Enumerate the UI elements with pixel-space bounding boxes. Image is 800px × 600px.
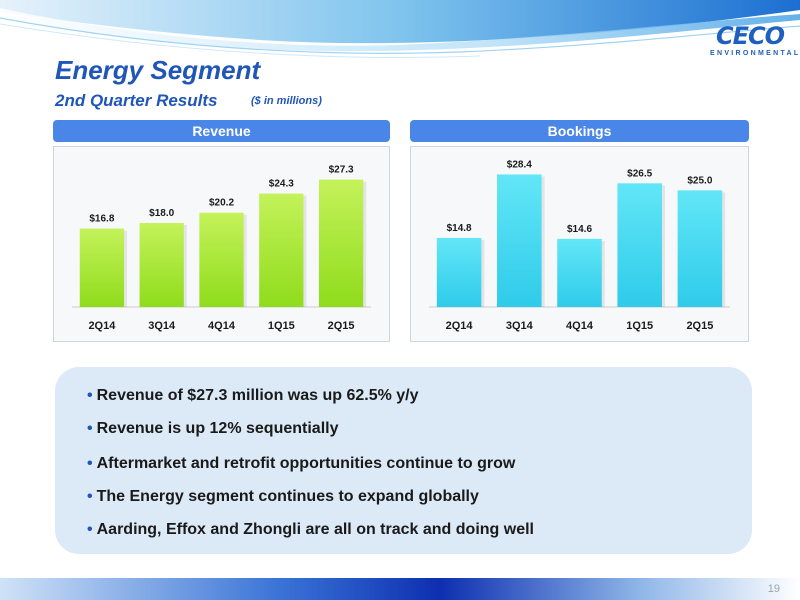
data-label: $14.8 bbox=[447, 223, 472, 234]
bar-2Q14 bbox=[436, 237, 482, 307]
bullet-dot: • bbox=[87, 387, 93, 404]
bar-2Q15 bbox=[318, 179, 364, 307]
data-label: $25.0 bbox=[687, 175, 712, 186]
x-tick-label: 2Q14 bbox=[446, 320, 474, 332]
data-label: $18.0 bbox=[149, 208, 174, 219]
footer-gradient-bar bbox=[0, 578, 800, 600]
header-wave-decoration bbox=[0, 0, 800, 59]
bullet-dot: • bbox=[87, 455, 93, 472]
bar-3Q14 bbox=[139, 223, 184, 307]
bullet-item: • The Energy segment continues to expand … bbox=[87, 488, 479, 505]
x-tick-label: 4Q14 bbox=[208, 320, 236, 332]
bookings-chart-panel: $14.8 2Q14 $28.4 3Q14 $14.6 4Q14 $26.5 1Q15 $25.… bbox=[410, 146, 749, 342]
revenue-chart-panel: $16.8 2Q14 $18.0 3Q14 $20.2 4Q14 $24.3 1Q15 $27.… bbox=[53, 146, 390, 342]
data-label: $28.4 bbox=[507, 159, 532, 170]
page-number: 19 bbox=[767, 583, 780, 595]
bookings-chart-header: Bookings bbox=[410, 120, 749, 142]
bar-4Q14 bbox=[557, 238, 602, 307]
revenue-chart-header: Revenue bbox=[53, 120, 390, 142]
bullet-item: • Aarding, Effox and Zhongli are all on t… bbox=[87, 521, 534, 538]
data-label: $20.2 bbox=[209, 198, 234, 209]
bullet-dot: • bbox=[87, 521, 93, 538]
bar-2Q15 bbox=[677, 190, 723, 307]
x-tick-label: 2Q15 bbox=[328, 320, 355, 332]
x-tick-label: 4Q14 bbox=[566, 320, 594, 332]
bullet-dot: • bbox=[87, 420, 93, 437]
highlights-box: • Revenue of $27.3 million was up 62.5% y… bbox=[55, 367, 752, 554]
bookings-chart: $14.8 2Q14 $28.4 3Q14 $14.6 4Q14 $26.5 1Q15 $25.… bbox=[429, 159, 730, 332]
revenue-chart: $16.8 2Q14 $18.0 3Q14 $20.2 4Q14 $24.3 1Q15 $27.… bbox=[72, 165, 371, 332]
logo-wordmark: CECO bbox=[715, 22, 785, 50]
bullet-item: • Aftermarket and retrofit opportunities … bbox=[87, 455, 516, 472]
bar-1Q15 bbox=[259, 193, 304, 307]
bullet-item: • Revenue is up 12% sequentially bbox=[87, 420, 339, 437]
page-title: Energy Segment bbox=[55, 55, 261, 85]
logo-tagline: ENVIRONMENTAL bbox=[710, 50, 800, 57]
bullet-item: • Revenue of $27.3 million was up 62.5% y… bbox=[87, 387, 419, 404]
data-label: $14.6 bbox=[567, 224, 592, 235]
bar-1Q15 bbox=[617, 183, 662, 307]
data-label: $26.5 bbox=[627, 168, 652, 179]
data-label: $16.8 bbox=[89, 214, 114, 225]
company-logo: CECO ENVIRONMENTAL bbox=[710, 22, 800, 57]
units-note: ($ in millions) bbox=[251, 95, 322, 107]
x-tick-label: 3Q14 bbox=[148, 320, 176, 332]
data-label: $27.3 bbox=[329, 165, 354, 176]
bar-2Q14 bbox=[79, 228, 125, 307]
bar-4Q14 bbox=[199, 212, 244, 307]
x-tick-label: 2Q14 bbox=[88, 320, 116, 332]
x-tick-label: 1Q15 bbox=[626, 320, 653, 332]
x-tick-label: 3Q14 bbox=[506, 320, 534, 332]
x-tick-label: 2Q15 bbox=[686, 320, 713, 332]
data-label: $24.3 bbox=[269, 179, 294, 190]
bullet-dot: • bbox=[87, 488, 93, 505]
bar-3Q14 bbox=[497, 174, 542, 307]
page-subtitle: 2nd Quarter Results bbox=[55, 91, 218, 110]
x-tick-label: 1Q15 bbox=[268, 320, 295, 332]
